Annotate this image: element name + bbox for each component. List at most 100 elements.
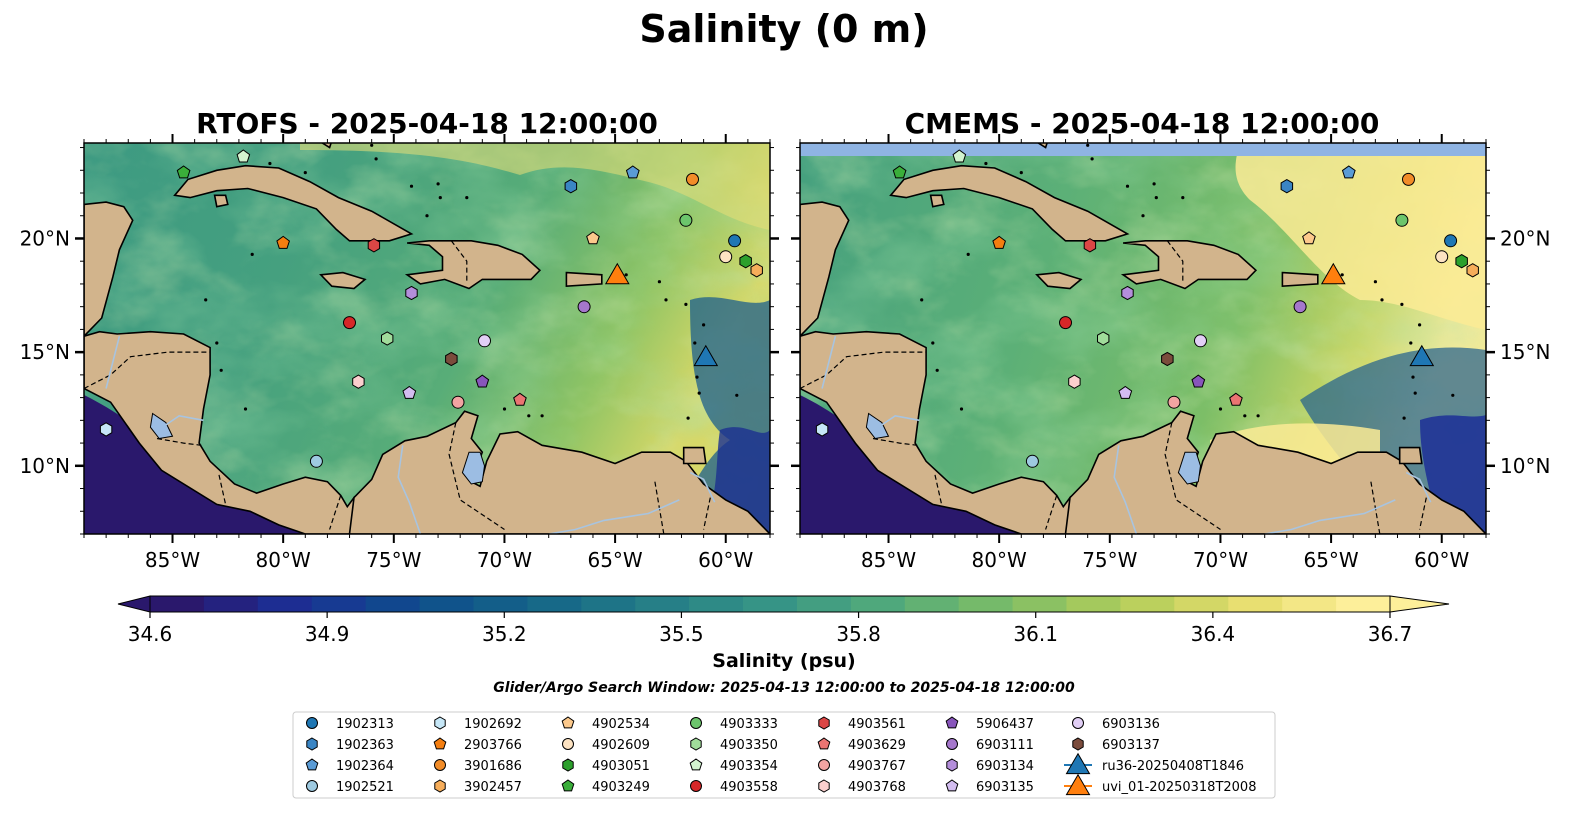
legend-label: 4903350	[720, 738, 778, 753]
marker-6903134	[405, 285, 418, 301]
marker-1902363	[564, 179, 578, 194]
islet	[1152, 182, 1156, 186]
river	[548, 499, 680, 534]
marker-4903768	[352, 374, 365, 389]
marker-4903354	[952, 149, 967, 163]
lon-tick-label: 70°W	[1193, 548, 1248, 572]
colorbar-tick-label: 36.1	[1013, 622, 1058, 646]
colorbar-segment	[1174, 596, 1229, 612]
trinidad-land	[1398, 446, 1423, 465]
river	[1264, 499, 1396, 534]
river	[1113, 445, 1138, 534]
country-border	[329, 495, 342, 530]
colorbar-outline	[149, 595, 1391, 613]
country-border	[156, 437, 202, 446]
marker-4902609	[1435, 250, 1449, 264]
lon-tick-label: 65°W	[1303, 548, 1358, 572]
islet	[425, 214, 429, 218]
puerto-rico-land	[565, 271, 603, 288]
colorbar-tick-label: 36.4	[1191, 622, 1236, 646]
islet	[935, 368, 939, 372]
legend-marker-4902609	[562, 738, 574, 750]
legend-marker-4903558	[690, 780, 702, 792]
map-panel-rtofs	[84, 143, 770, 534]
legend-label: 6903111	[976, 738, 1034, 753]
islet	[1409, 341, 1413, 345]
search-window-text: Glider/Argo Search Window: 2025-04-13 12…	[493, 680, 1075, 696]
bahamas-andros-land	[1036, 143, 1048, 149]
legend-label: 1902521	[336, 780, 394, 795]
colorbar-segment	[473, 596, 528, 612]
islet	[438, 196, 442, 200]
legend-marker-6903135	[945, 779, 959, 792]
legend-label: 1902692	[464, 717, 522, 732]
colorbar-segment	[958, 596, 1014, 612]
country-border	[1419, 497, 1427, 530]
marker-1902364	[625, 165, 640, 179]
colorbar-tick-label: 35.5	[659, 622, 704, 646]
legend-marker-4902534	[561, 716, 575, 729]
marker-6903134	[1121, 285, 1134, 301]
central-america-land	[800, 330, 1074, 534]
legend-marker-4903350	[690, 737, 702, 751]
islet	[1181, 196, 1185, 200]
high-salinity-ne-rtofs	[300, 143, 770, 230]
marker-4902534	[586, 231, 600, 245]
marker-6903135	[402, 385, 417, 399]
lat-tick-label: 20°N	[20, 226, 70, 250]
nicaragua-lake	[865, 412, 890, 440]
legend-label: 6903134	[976, 759, 1034, 774]
islet	[1090, 157, 1094, 161]
marker-4903767	[451, 395, 465, 409]
legend-label: 1902363	[336, 738, 394, 753]
legend-label: 6903136	[1102, 717, 1160, 732]
colorbar-segment	[203, 596, 259, 612]
mexico-yucatan-land	[84, 201, 134, 338]
marker-1902521	[309, 454, 323, 468]
observation-markers-cmems	[815, 149, 1479, 468]
marker-4903629	[1229, 392, 1243, 406]
legend-marker-5906437	[945, 716, 959, 729]
river	[821, 336, 837, 389]
colorbar-tick-label: 36.7	[1368, 622, 1413, 646]
islet	[1418, 323, 1422, 327]
maracaibo-lake	[461, 451, 486, 485]
legend-marker-1902364	[305, 758, 319, 771]
lon-tick-label: 80°W	[256, 548, 311, 572]
colorbar-segment	[527, 596, 582, 612]
colorbar-segment	[150, 596, 205, 612]
lon-tick-label: 60°W	[698, 548, 753, 572]
jamaica-land	[319, 271, 367, 290]
legend-marker-1902363	[306, 737, 318, 751]
axis-ticks: 85°W 80°W 75°W 70°W 65°W 60°W 10°N 15°N 20°N 85°W…	[20, 134, 1550, 572]
legend-marker-uvi_01-20250318T2008	[1065, 773, 1091, 796]
country-border	[448, 422, 505, 530]
legend-label: uvi_01-20250318T2008	[1102, 780, 1256, 795]
lon-tick-label: 65°W	[587, 548, 642, 572]
marker-4903051	[1455, 254, 1468, 269]
islet	[436, 182, 440, 186]
country-border	[800, 351, 927, 390]
colorbar-extend-max	[1389, 595, 1450, 613]
islet	[1413, 391, 1417, 395]
islet	[527, 414, 531, 418]
islet	[1400, 302, 1404, 306]
country-border	[450, 240, 468, 282]
legend-marker-1902521	[306, 780, 318, 792]
country-border	[934, 474, 943, 505]
marker-4903350	[381, 331, 394, 346]
marker-4903561	[367, 238, 381, 253]
marker-ru36-20250408T1846	[1409, 344, 1435, 367]
marker-5906437	[1191, 374, 1206, 388]
islet	[686, 416, 690, 420]
islet	[243, 407, 248, 411]
high-salinity-ne-cmems	[1235, 143, 1486, 330]
marker-6903136	[1194, 334, 1207, 348]
colorbar-segment	[635, 596, 690, 612]
lon-tick-label: 70°W	[477, 548, 532, 572]
lon-tick-label: 85°W	[145, 548, 200, 572]
pacific-fresh-cmems	[800, 395, 1046, 534]
marker-1902692	[99, 422, 113, 437]
panel-title-cmems: CMEMS - 2025-04-18 12:00:00	[905, 107, 1380, 140]
